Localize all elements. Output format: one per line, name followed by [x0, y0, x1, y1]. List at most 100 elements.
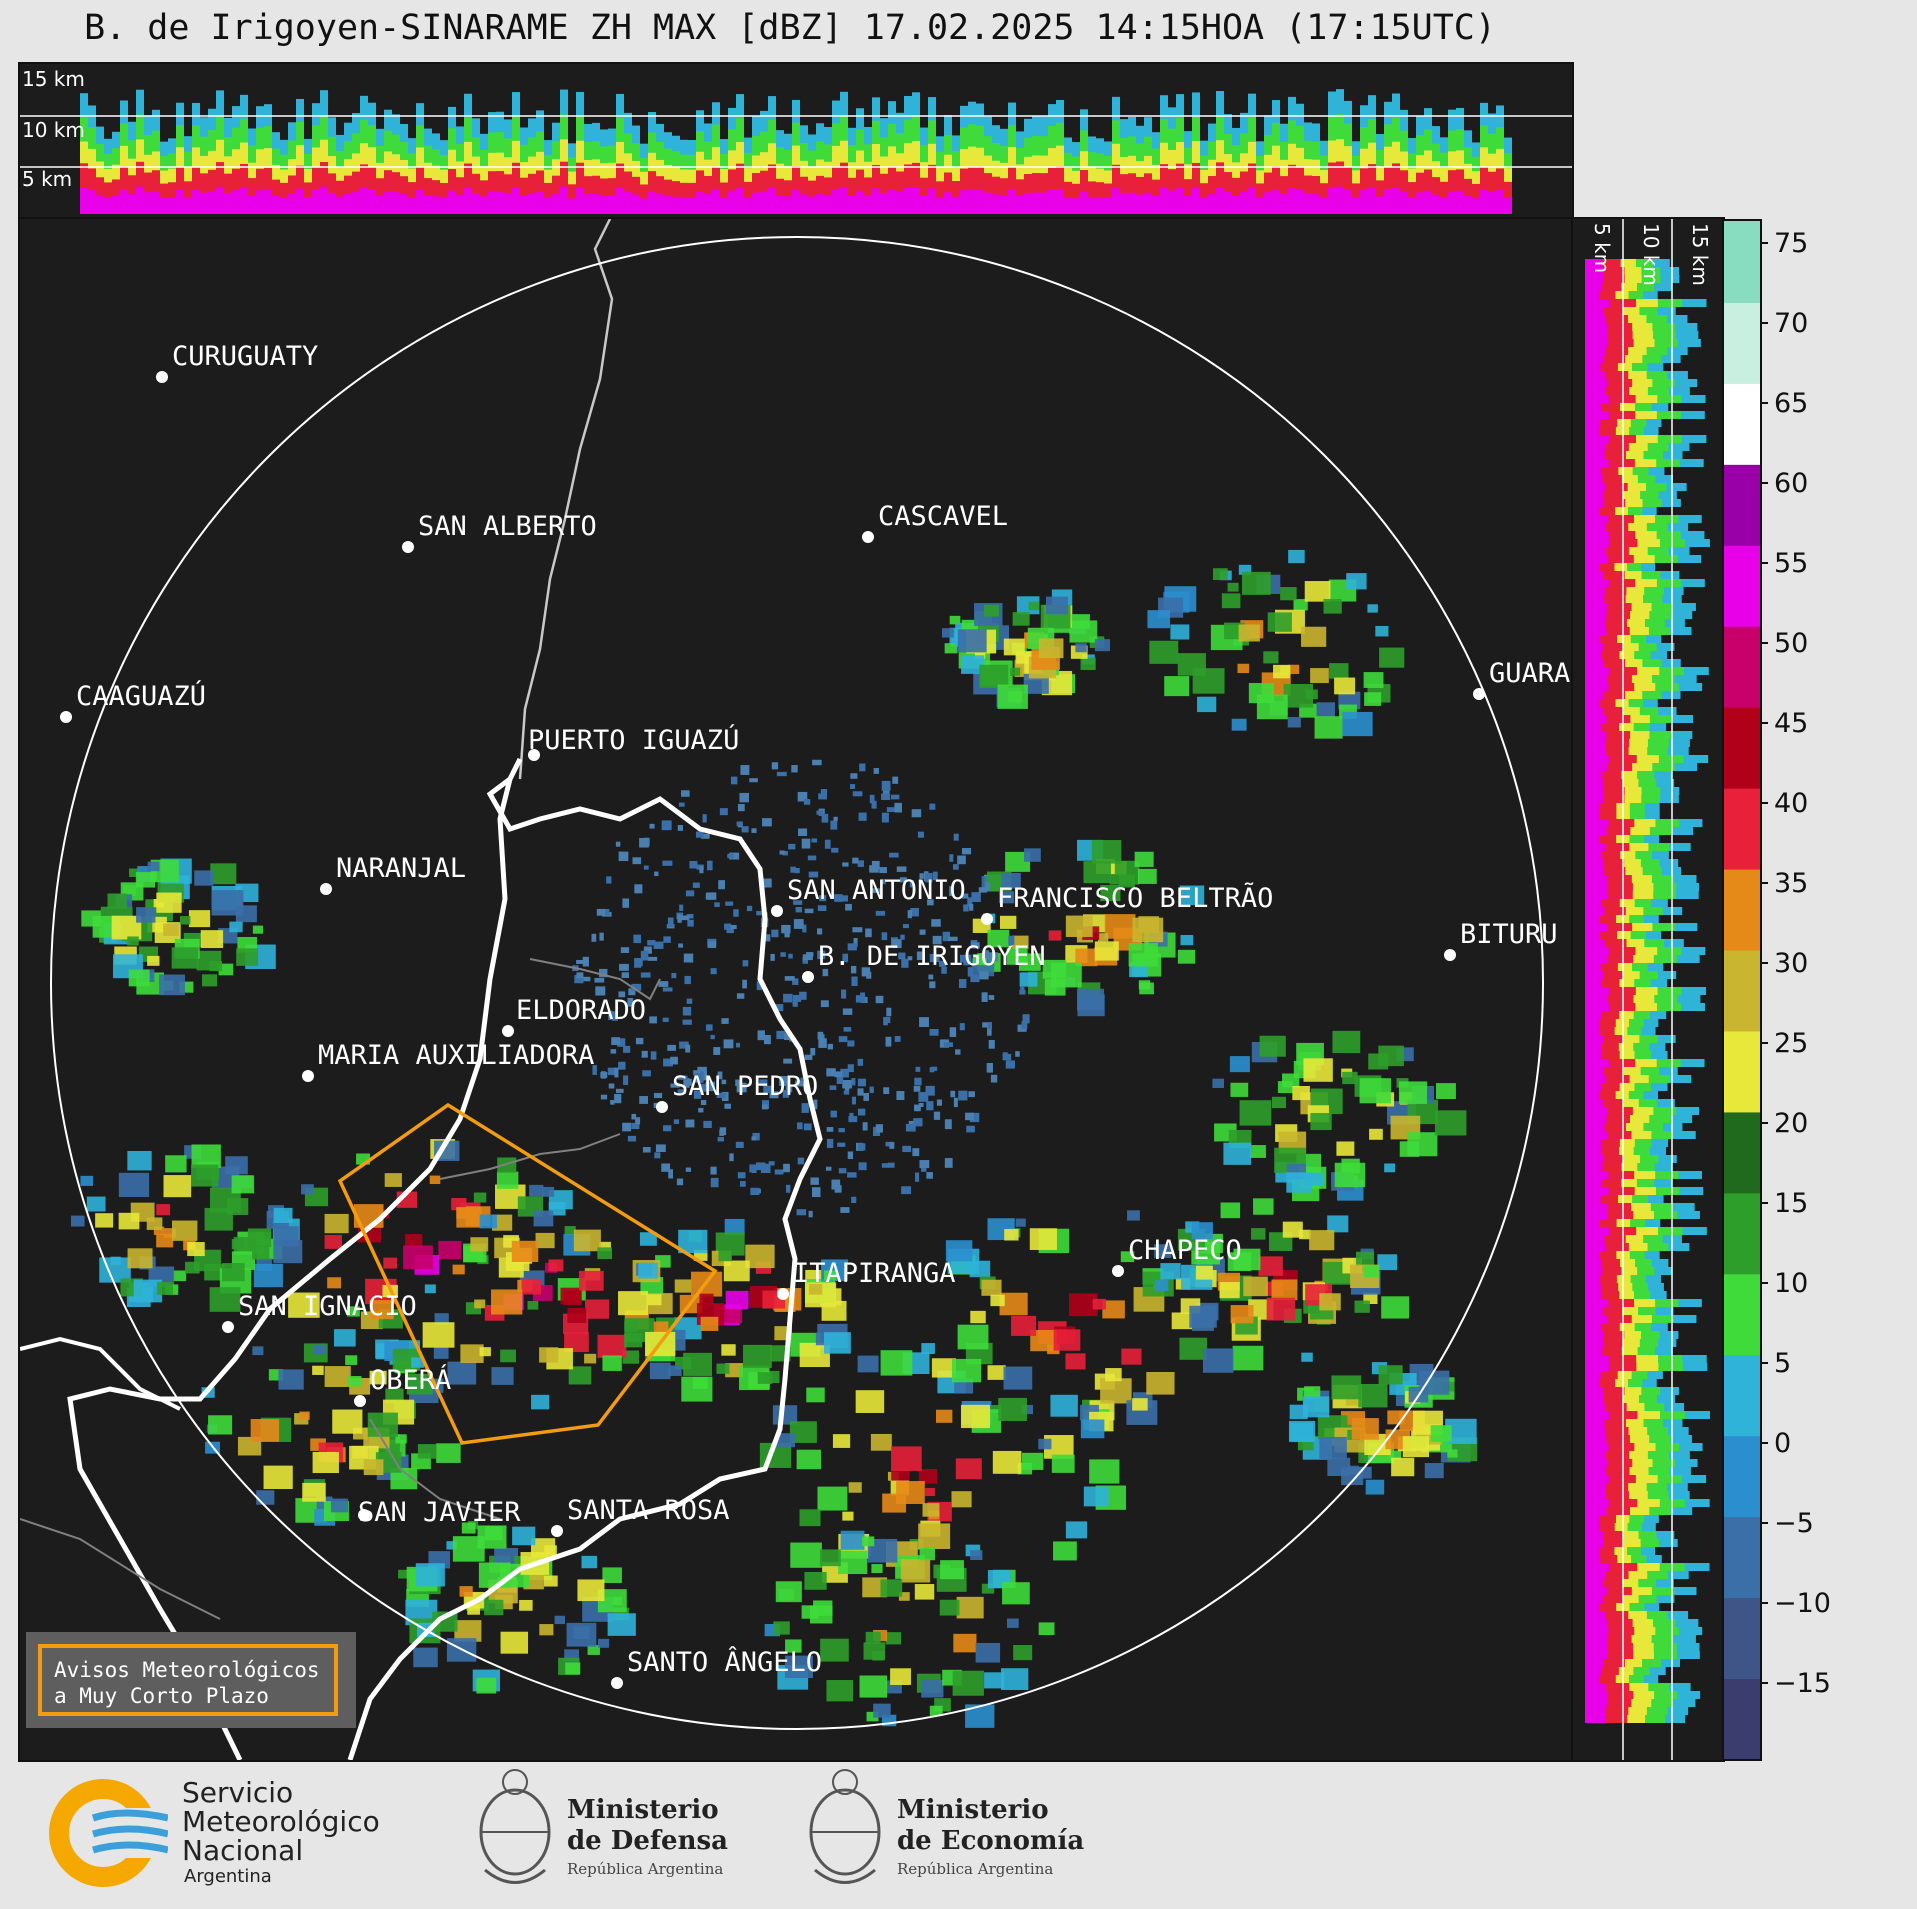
- city-label: FRANCISCO BELTRÃO: [997, 882, 1273, 914]
- smn-logo: [48, 1778, 168, 1888]
- city-dot: [302, 1070, 314, 1082]
- defensa-line3: República Argentina: [567, 1860, 724, 1878]
- colorbar-tick-label: 55: [1774, 548, 1808, 579]
- colorbar-tick-label: 0: [1774, 1428, 1791, 1459]
- city-label: NARANJAL: [336, 853, 466, 884]
- smn-line4: Argentina: [184, 1866, 272, 1887]
- colorbar-tick-label: 40: [1774, 788, 1808, 819]
- economia-line3: República Argentina: [897, 1860, 1054, 1878]
- city-dot: [528, 749, 540, 761]
- city-dot: [656, 1101, 668, 1113]
- colorbar-tick-label: 15: [1774, 1188, 1808, 1219]
- city-dot: [611, 1677, 623, 1689]
- side-km-label-10: 10 km: [1639, 223, 1663, 286]
- defensa-line2: de Defensa: [567, 1826, 728, 1856]
- province-border-1: [529, 958, 661, 1001]
- city-dot: [60, 711, 72, 723]
- colorbar-swatch: [1724, 949, 1760, 1032]
- top-cross-section-plot: 15 km 10 km 5 km: [20, 67, 1572, 214]
- colorbar-tick-label: −5: [1774, 1508, 1814, 1539]
- colorbar-tick-label: 75: [1774, 228, 1808, 259]
- smn-logo-icon: [49, 1779, 168, 1887]
- city-dot: [777, 1288, 789, 1300]
- border-argentina-paraguay-west: [67, 778, 513, 1760]
- colorbar-swatch: [1724, 1273, 1760, 1356]
- colorbar-tick-label: 70: [1774, 308, 1808, 339]
- province-border-3: [369, 1418, 501, 1520]
- smn-line2: Meteorológico: [182, 1805, 380, 1838]
- colorbar-tick-label: 50: [1774, 628, 1808, 659]
- colorbar-tick-label: 65: [1774, 388, 1808, 419]
- city-dot: [862, 531, 874, 543]
- colorbar-tick-label: 25: [1774, 1028, 1808, 1059]
- economia-line1: Ministerio: [897, 1795, 1049, 1825]
- colorbar-tick-label: −15: [1774, 1668, 1831, 1699]
- colorbar-swatch: [1724, 1597, 1760, 1680]
- colorbar-tick-label: 35: [1774, 868, 1808, 899]
- colorbar-swatch: [1724, 625, 1760, 708]
- city-label: PUERTO IGUAZÚ: [528, 724, 739, 756]
- city-dot: [1444, 949, 1456, 961]
- city-dot: [981, 913, 993, 925]
- colorbar-swatch: [1724, 1111, 1760, 1194]
- defensa-seal-icon: [470, 1760, 560, 1900]
- colorbar-swatch: [1724, 382, 1760, 465]
- city-dot: [320, 883, 332, 895]
- colorbar-tick-label: 20: [1774, 1108, 1808, 1139]
- city-label: SANTO ÂNGELO: [627, 1646, 822, 1678]
- colorbar-swatches: [1724, 221, 1760, 1759]
- city-dot: [1473, 688, 1485, 700]
- colorbar-swatch: [1724, 1435, 1760, 1518]
- province-border-2: [439, 1133, 621, 1180]
- colorbar-tick-label: 5: [1774, 1348, 1791, 1379]
- top-km-label-5: 5 km: [22, 167, 72, 191]
- city-dot: [402, 541, 414, 553]
- city-dot: [502, 1025, 514, 1037]
- colorbar-swatch: [1724, 868, 1760, 951]
- city-dot: [354, 1395, 366, 1407]
- side-km-label-5: 5 km: [1590, 223, 1614, 273]
- city-label: B. DE IRIGOYEN: [818, 941, 1046, 972]
- border-argentina-brazil: [347, 757, 823, 1760]
- colorbar-swatch: [1724, 221, 1760, 303]
- city-dot: [222, 1321, 234, 1333]
- smn-line3: Nacional: [182, 1834, 304, 1867]
- city-label: GUARA: [1489, 658, 1570, 689]
- city-dot: [771, 905, 783, 917]
- colorbar-tick-label: 45: [1774, 708, 1808, 739]
- city-dot: [358, 1509, 370, 1521]
- smn-line1: Servicio: [182, 1776, 294, 1809]
- side-cross-section-plot: 5 km 10 km 15 km: [1585, 219, 1712, 1760]
- economia-line2: de Economía: [897, 1826, 1085, 1856]
- top-echo-band: [80, 89, 1512, 214]
- city-label: SAN ANTONIO: [787, 875, 966, 906]
- radar-map: CURUGUATY SAN ALBERTO CASCAVEL CAAGUAZÚ GUAR…: [20, 219, 1570, 1760]
- range-ring: [50, 236, 1544, 1730]
- city-label: CHAPECO: [1128, 1235, 1242, 1266]
- warning-polygon: [337, 1102, 718, 1445]
- city-label: SAN PEDRO: [672, 1071, 818, 1102]
- warning-legend-line1: Avisos Meteorológicos: [54, 1658, 320, 1682]
- city-label: CURUGUATY: [172, 341, 318, 372]
- city-dot: [1112, 1265, 1124, 1277]
- colorbar-swatch: [1724, 1030, 1760, 1113]
- city-label: SAN IGNACIO: [238, 1291, 417, 1322]
- colorbar-tick-label: 60: [1774, 468, 1808, 499]
- defensa-line1: Ministerio: [567, 1795, 719, 1825]
- border-paraguay-argentina: [518, 219, 614, 780]
- city-markers: CURUGUATY SAN ALBERTO CASCAVEL CAAGUAZÚ GUAR…: [60, 341, 1570, 1689]
- warning-legend: Avisos Meteorológicos a Muy Corto Plazo: [38, 1644, 338, 1716]
- radar-map-panel[interactable]: CURUGUATY SAN ALBERTO CASCAVEL CAAGUAZÚ GUAR…: [18, 217, 1574, 1762]
- colorbar-tick-label: 30: [1774, 948, 1808, 979]
- city-label: CAAGUAZÚ: [76, 680, 206, 712]
- city-label: BITURU: [1460, 919, 1558, 950]
- city-label: ITAPIRANGA: [793, 1258, 956, 1289]
- side-cross-section-panel: 5 km 10 km 15 km: [1571, 217, 1725, 1762]
- province-border-4: [20, 1518, 221, 1620]
- colorbar-swatch: [1724, 463, 1760, 546]
- colorbar-swatch: [1724, 544, 1760, 627]
- city-label: ELDORADO: [516, 995, 646, 1026]
- top-km-label-15: 15 km: [22, 67, 85, 91]
- colorbar-swatch: [1724, 301, 1760, 384]
